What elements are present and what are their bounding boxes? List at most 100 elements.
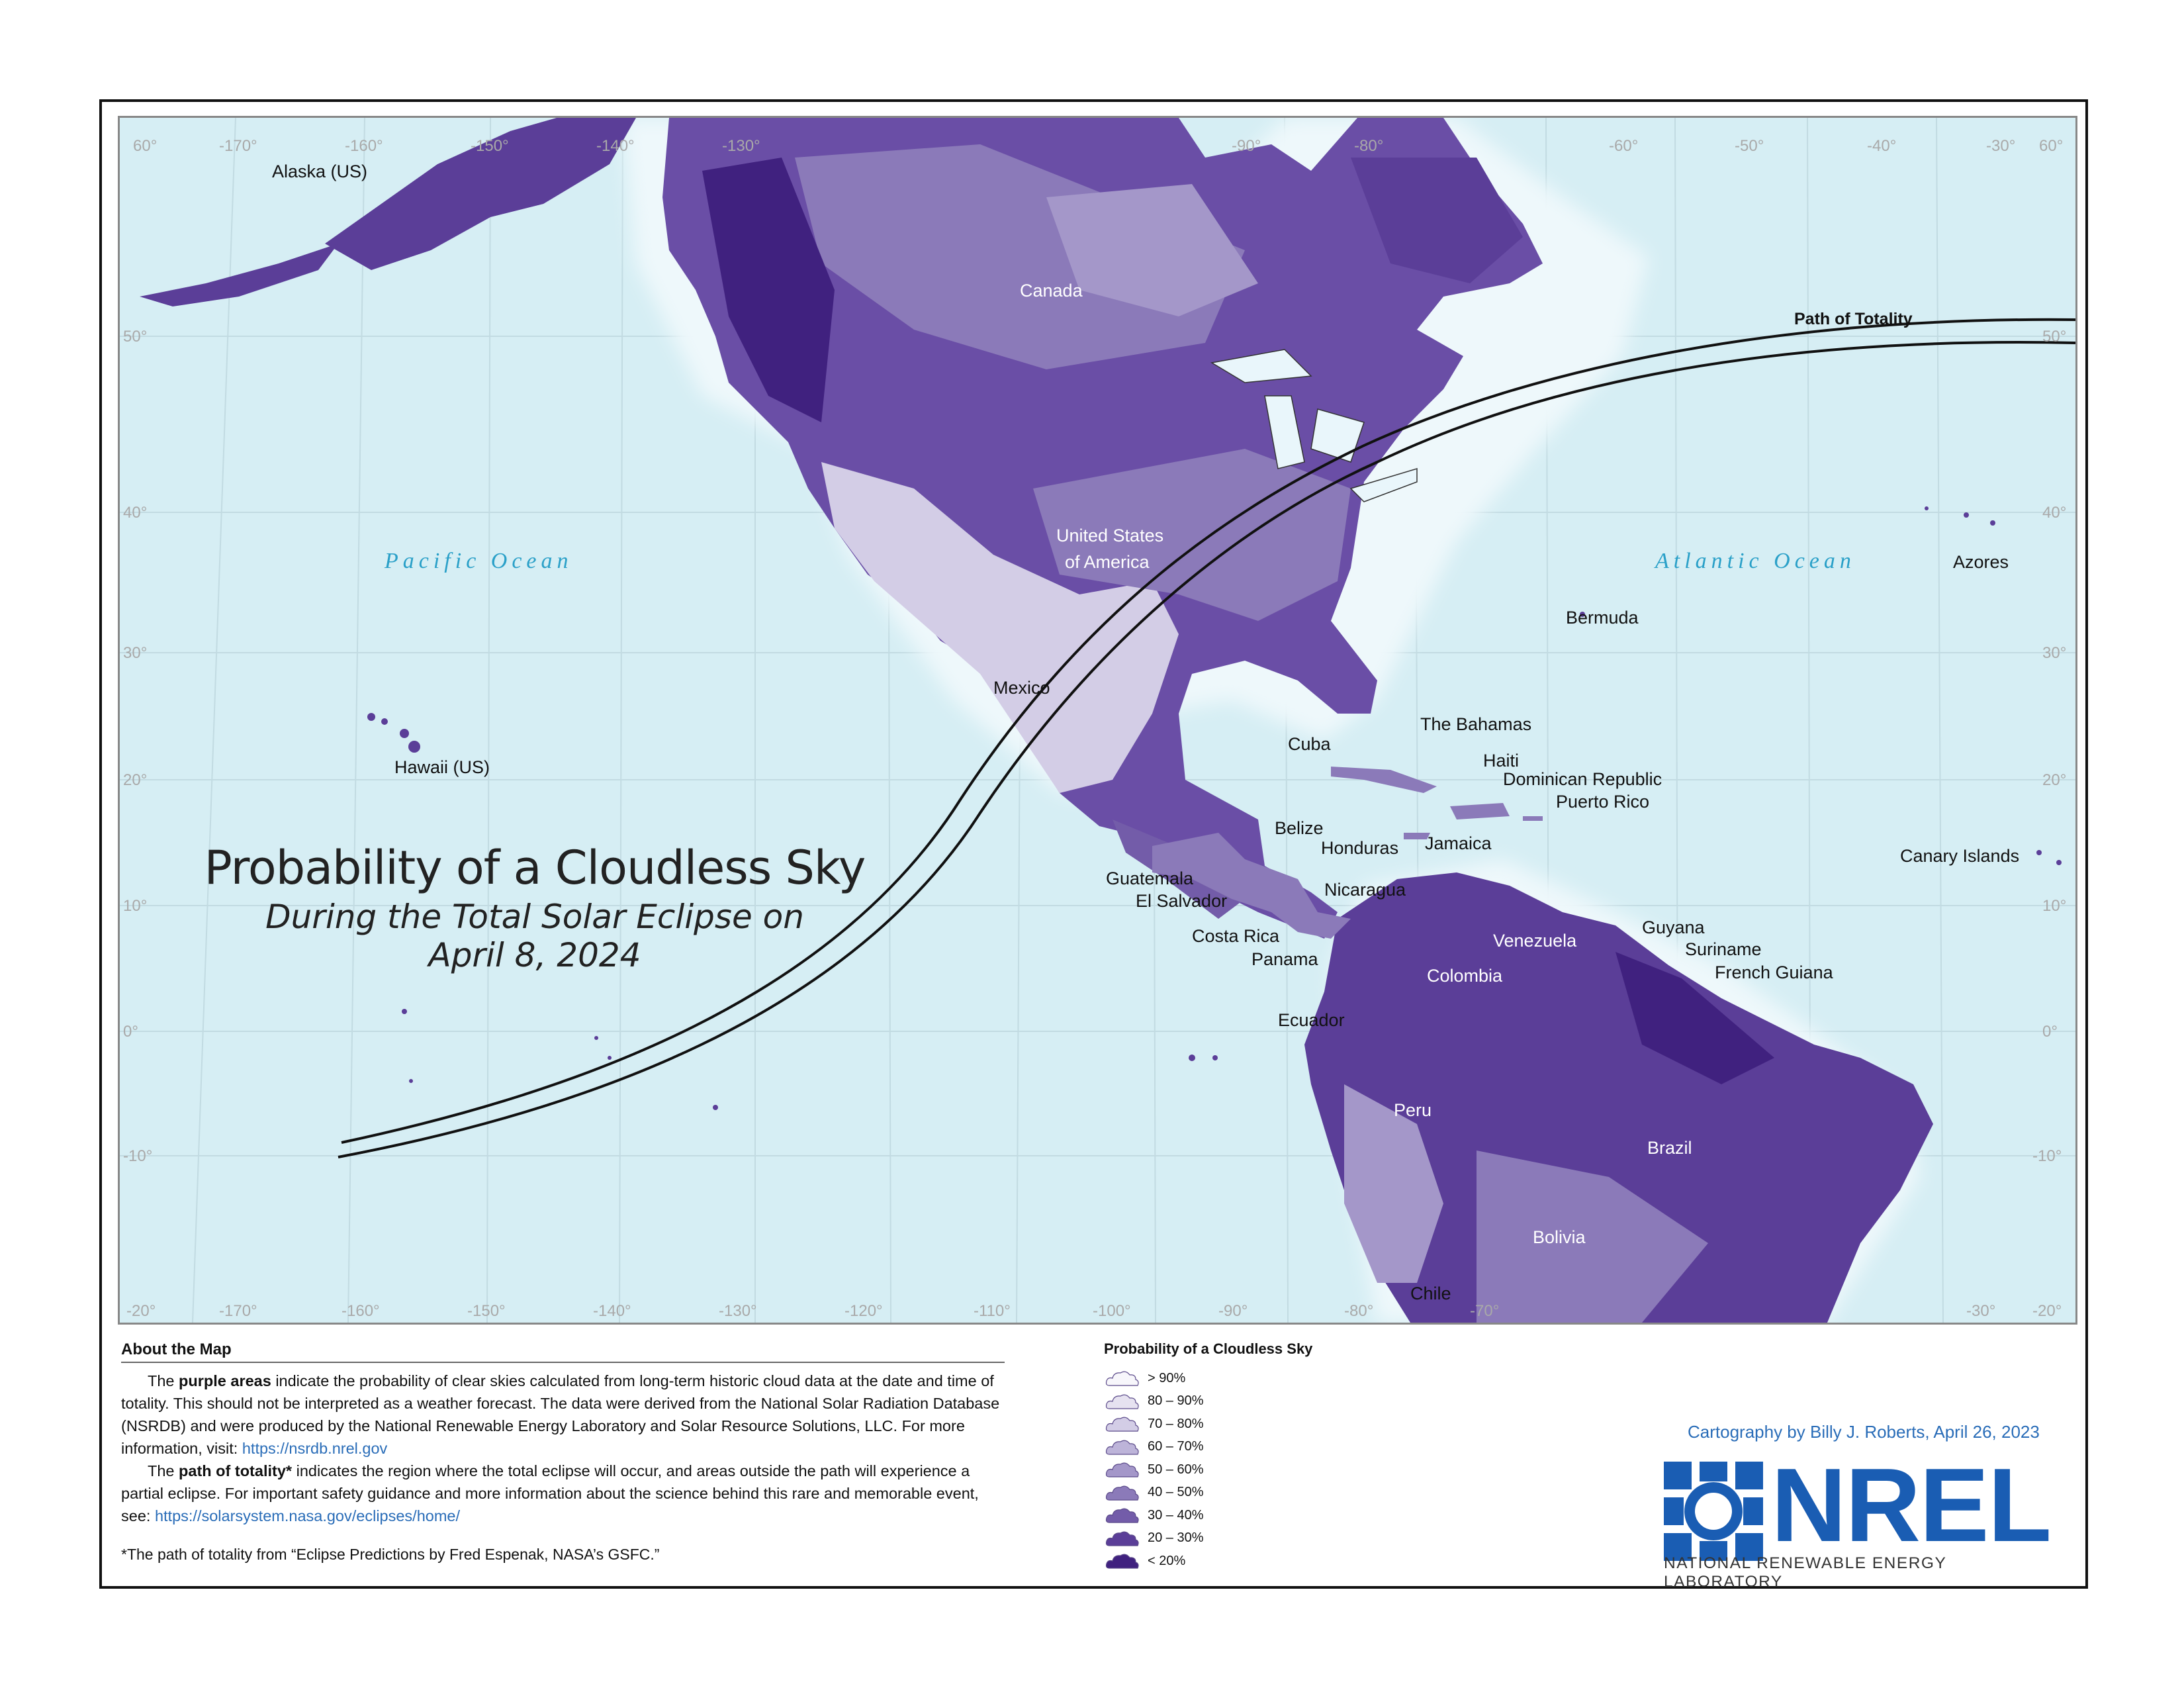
lat-label: 40° [123, 504, 147, 522]
place-label-cuba: Cuba [1288, 734, 1332, 754]
place-label-bahamas: The Bahamas [1420, 714, 1531, 734]
lon-label-top: -50° [1735, 137, 1764, 155]
great-lakes [1210, 349, 1418, 502]
lon-label-bottom: -120° [844, 1302, 883, 1320]
place-label-suriname: Suriname [1685, 939, 1762, 959]
lon-label-top: 60° [133, 137, 157, 155]
cloud-icon [1105, 1394, 1139, 1409]
nrel-wordmark: NREL [1771, 1447, 2052, 1564]
lon-label-top: -60° [1609, 137, 1638, 155]
legend-item-label: > 90% [1148, 1370, 1186, 1385]
lat-label: 10° [2042, 897, 2066, 915]
lon-label-top: -140° [596, 137, 635, 155]
about-p1-text: indicate the probability of clear skies … [121, 1372, 1000, 1457]
legend-item: 20 – 30% [1104, 1527, 1329, 1550]
about-p2-bold: path of totality* [179, 1462, 293, 1479]
lon-label-bottom: -90° [1218, 1302, 1248, 1320]
caribbean-islands [1331, 767, 1543, 839]
legend-rows: > 90% 80 – 90% 70 – 80% 60 – 70% 50 – 60% 40 … [1104, 1367, 1329, 1573]
place-label-chile: Chile [1410, 1284, 1451, 1303]
about-p1-pre: The [148, 1372, 179, 1389]
legend-item-label: 80 – 90% [1148, 1393, 1204, 1409]
lat-label: 10° [123, 897, 147, 915]
lat-label: 20° [123, 771, 147, 789]
lat-label: 30° [123, 644, 147, 662]
legend-item: 70 – 80% [1104, 1413, 1329, 1436]
cloud-icon [1105, 1440, 1139, 1455]
map-subtitle: During the Total Solar Eclipse on [265, 898, 804, 936]
legend-item-label: 70 – 80% [1148, 1416, 1204, 1431]
place-label-hawaii: Hawaii (US) [394, 757, 490, 777]
legend-item-label: 40 – 50% [1148, 1485, 1204, 1500]
lat-label: 40° [2042, 504, 2066, 522]
pacific-islands [367, 506, 2062, 1110]
lon-label-top: -80° [1354, 137, 1383, 155]
lon-label-bottom: -170° [219, 1302, 257, 1320]
about-heading: About the Map [121, 1340, 1005, 1363]
cloud-icon [1105, 1531, 1139, 1546]
place-label-mexico: Mexico [993, 678, 1050, 698]
about-the-map: About the Map The purple areas indicate … [121, 1340, 1005, 1566]
place-label-belize: Belize [1275, 818, 1324, 838]
south-america [1304, 872, 1933, 1323]
lon-label-bottom: -130° [719, 1302, 757, 1320]
place-label-nicaragua: Nicaragua [1324, 880, 1406, 900]
place-label-venezuela: Venezuela [1493, 931, 1577, 951]
place-label-canada: Canada [1020, 281, 1083, 301]
pacific-ocean-label: Pacific Ocean [384, 549, 573, 573]
place-label-canary-islands: Canary Islands [1900, 846, 2019, 866]
about-p1-bold: purple areas [179, 1372, 271, 1389]
place-label-jamaica: Jamaica [1425, 833, 1492, 853]
page-frame [99, 99, 2088, 1589]
legend-item-label: 60 – 70% [1148, 1439, 1204, 1454]
lat-label: 0° [2042, 1023, 2058, 1041]
place-label-guyana: Guyana [1642, 917, 1706, 937]
legend-item: > 90% [1104, 1367, 1329, 1390]
nsrdb-link[interactable]: https://nsrdb.nrel.gov [242, 1440, 388, 1457]
lon-label-top: -150° [471, 137, 509, 155]
place-label-ecuador: Ecuador [1278, 1010, 1345, 1030]
legend-item: 60 – 70% [1104, 1436, 1329, 1459]
lat-label: 50° [2042, 328, 2066, 346]
legend-item-label: 20 – 30% [1148, 1530, 1204, 1546]
cloud-icon [1105, 1508, 1139, 1523]
lon-label-top: -130° [722, 137, 760, 155]
nasa-eclipse-link[interactable]: https://solarsystem.nasa.gov/eclipses/ho… [154, 1507, 461, 1524]
legend-item: 30 – 40% [1104, 1504, 1329, 1527]
map-panel: 60° -170° -160° -150° -140° -130° -90° -… [118, 116, 2077, 1325]
footnote: *The path of totality from “Eclipse Pred… [121, 1546, 660, 1563]
map-title: Probability of a Cloudless Sky [204, 841, 866, 895]
lat-label: 20° [2042, 771, 2066, 789]
lat-label: 0° [123, 1023, 138, 1041]
nrel-logo: NREL NATIONAL RENEWABLE ENERGY LABORATOR… [1660, 1447, 2064, 1591]
legend-item: 50 – 60% [1104, 1458, 1329, 1481]
place-label-puerto-rico: Puerto Rico [1556, 792, 1649, 812]
path-of-totality-label: Path of Totality [1794, 310, 1913, 328]
about-paragraph-1: The purple areas indicate the probabilit… [121, 1370, 1005, 1460]
central-america [1152, 833, 1351, 939]
map-svg: 60° -170° -160° -150° -140° -130° -90° -… [120, 118, 2075, 1323]
place-label-usa-1: United States [1056, 526, 1163, 545]
legend-item: 80 – 90% [1104, 1390, 1329, 1413]
place-label-peru: Peru [1394, 1100, 1432, 1120]
place-label-bolivia: Bolivia [1533, 1227, 1586, 1247]
place-label-bermuda: Bermuda [1566, 608, 1639, 628]
lon-label-bottom: -30° [1966, 1302, 1995, 1320]
place-label-el-salvador: El Salvador [1136, 891, 1227, 911]
lon-label-bottom: -160° [341, 1302, 380, 1320]
place-label-dominican-republic: Dominican Republic [1503, 769, 1662, 789]
lat-label: 50° [123, 328, 147, 346]
about-p2-text: indicates the region where the total ecl… [121, 1462, 979, 1524]
legend-item: 40 – 50% [1104, 1481, 1329, 1505]
lon-label-top: -40° [1867, 137, 1896, 155]
map-date: April 8, 2024 [428, 936, 641, 974]
place-label-haiti: Haiti [1483, 751, 1519, 771]
lat-label: -10° [123, 1147, 152, 1165]
cloud-icon [1105, 1462, 1139, 1477]
place-label-alaska: Alaska (US) [272, 162, 367, 181]
grid-labels: 60° -170° -160° -150° -140° -130° -90° -… [123, 137, 2066, 1320]
atlantic-ocean-label: Atlantic Ocean [1654, 549, 1856, 573]
place-label-french-guiana: French Guiana [1715, 962, 1834, 982]
lon-label-bottom: -20° [126, 1302, 156, 1320]
nrel-subtitle: NATIONAL RENEWABLE ENERGY LABORATORY [1664, 1554, 1946, 1591]
